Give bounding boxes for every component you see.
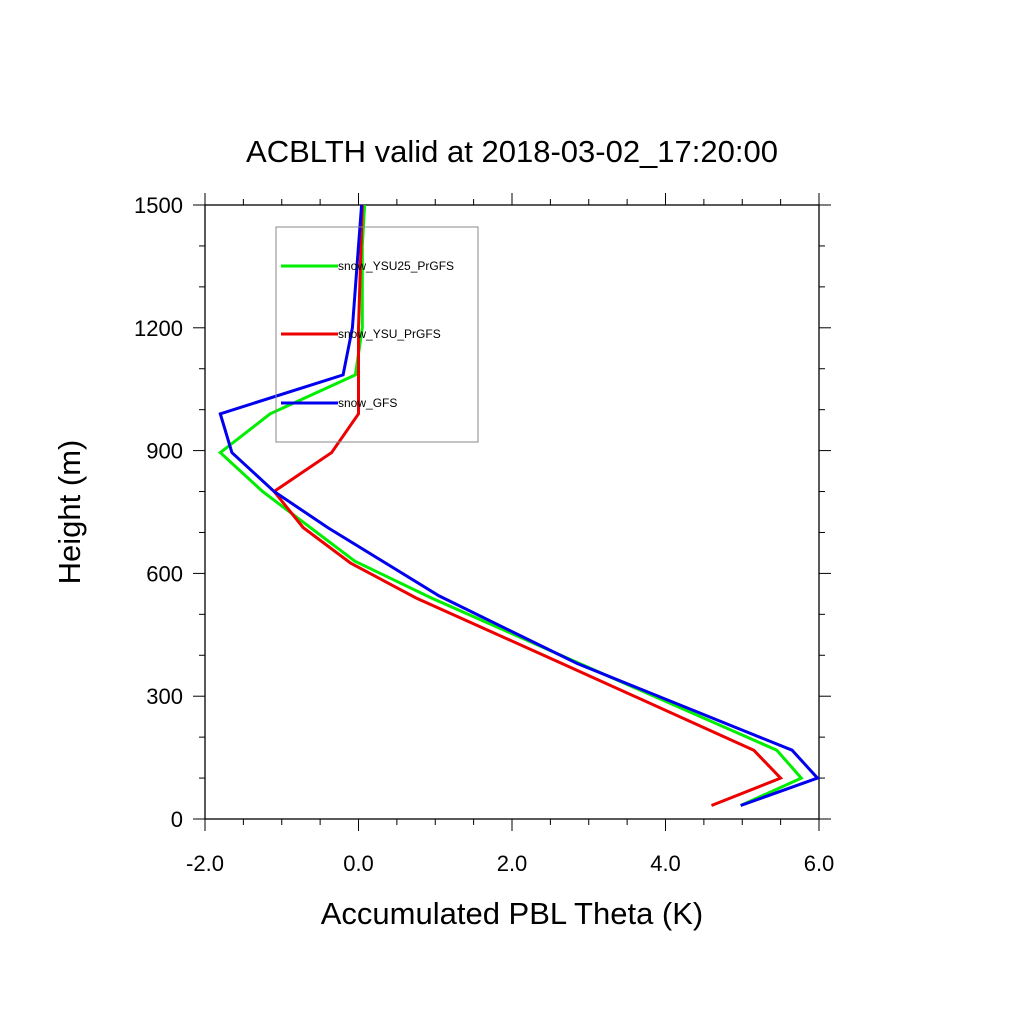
x-axis-label: Accumulated PBL Theta (K) (321, 896, 704, 931)
legend-box (275, 226, 479, 443)
y-tick-label: 300 (146, 684, 183, 709)
legend-entry: snow_YSU_PrGFS (338, 327, 441, 341)
x-tick-label: 0.0 (343, 851, 374, 876)
x-tick-label: 6.0 (804, 851, 835, 876)
y-tick-label: 1500 (134, 193, 183, 218)
y-tick-label: 0 (171, 807, 183, 832)
series-line-snow_YSU_PrGFS (271, 204, 784, 807)
x-tick-label: 2.0 (497, 851, 528, 876)
legend-entry: snow_YSU25_PrGFS (338, 259, 454, 273)
plot-area: -2.0 0.0 2.0 4.0 6.0 0 300 600 900 1200 1500 snow_Y… (134, 193, 834, 876)
y-axis-label: Height (m) (52, 440, 87, 585)
legend-entry: snow_GFS (338, 396, 397, 410)
y-tick-label: 900 (146, 439, 183, 464)
x-tick-label: -2.0 (186, 851, 224, 876)
x-tick-label: 4.0 (650, 851, 681, 876)
y-tick-label: 600 (146, 561, 183, 586)
series-line-snow_YSU25_PrGFS (217, 204, 804, 807)
series-line-snow_GFS (218, 204, 821, 807)
chart-title: ACBLTH valid at 2018-03-02_17:20:00 (246, 134, 778, 169)
y-tick-label: 1200 (134, 316, 183, 341)
